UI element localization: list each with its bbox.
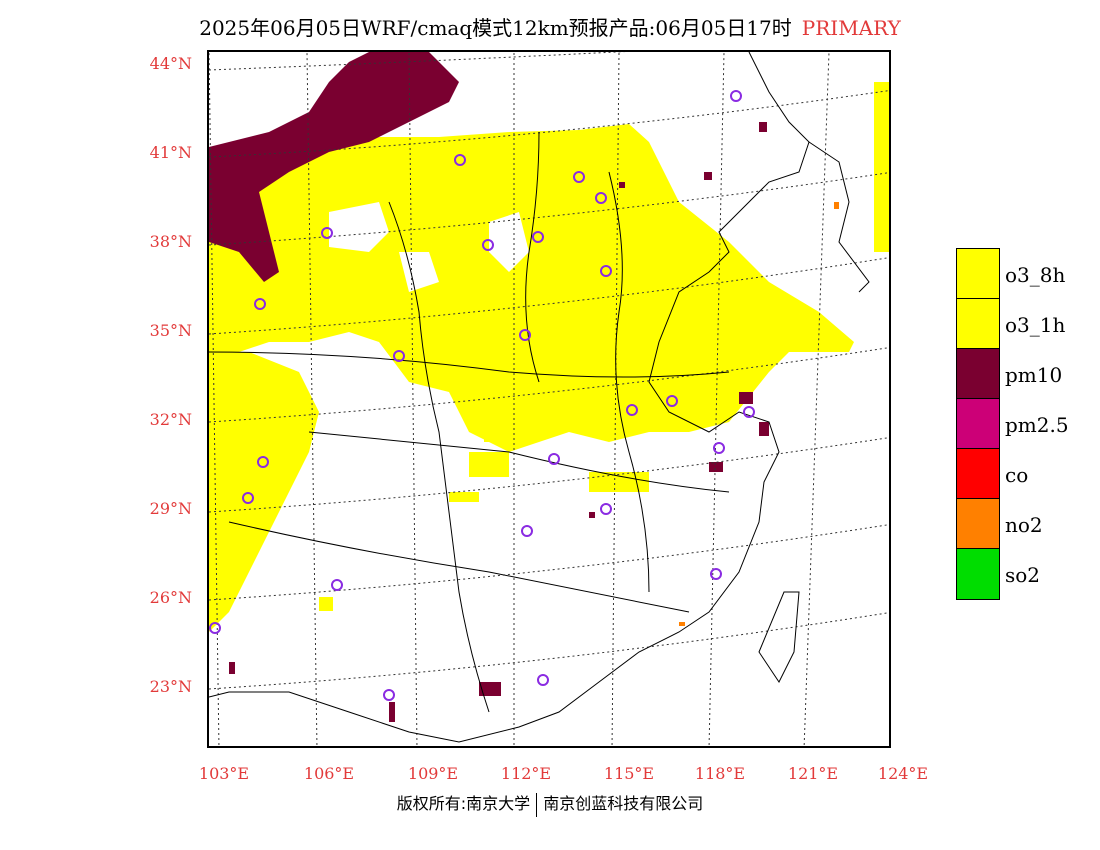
ozone-region-west	[209, 352, 319, 632]
pm10-cell-7	[389, 702, 395, 722]
pm10-cell-1	[704, 172, 712, 180]
legend-label: so2	[1005, 563, 1041, 587]
lat-label-44: 44°N	[149, 54, 192, 73]
legend-label: co	[1005, 463, 1029, 487]
legend-item-pm25: pm2.5	[957, 399, 1069, 449]
pm10-region-northwest	[209, 52, 459, 282]
lat-gridlines	[209, 52, 889, 690]
lat-label-23: 23°N	[149, 677, 192, 696]
legend-swatch	[957, 399, 999, 448]
pm10-cell-5	[759, 422, 769, 436]
ozone-patch-2	[589, 472, 649, 492]
legend-item-o3-1h: o3_1h	[957, 299, 1065, 349]
map-title: 2025年06月05日WRF/cmaq模式12km预报产品:06月05日17时 P…	[0, 12, 1100, 41]
map-panel	[207, 50, 891, 748]
lon-label-124: 124°E	[877, 764, 929, 783]
footer-separator	[536, 792, 538, 817]
lon-label-103: 103°E	[198, 764, 250, 783]
lon-label-121: 121°E	[787, 764, 839, 783]
footer-left: 版权所有:南京大学	[396, 794, 531, 813]
pm10-cell-10	[229, 662, 235, 674]
footer-right: 南京创蓝科技有限公司	[543, 794, 704, 813]
lat-label-38: 38°N	[149, 232, 192, 251]
no2-cell-1	[834, 202, 839, 209]
lat-label-41: 41°N	[149, 143, 192, 162]
station-markers	[209, 90, 755, 701]
copyright-footer: 版权所有:南京大学 南京创蓝科技有限公司	[0, 790, 1100, 817]
ozone-patch-1	[449, 492, 479, 502]
legend-item-no2: no2	[957, 499, 1043, 549]
pm10-cell-2	[619, 182, 625, 188]
title-tag: PRIMARY	[801, 16, 901, 40]
lat-label-26: 26°N	[149, 588, 192, 607]
legend-swatch	[957, 249, 999, 298]
boundaries	[209, 52, 870, 743]
legend-swatch	[957, 499, 999, 548]
legend-item-o3-8h: o3_8h	[957, 249, 1065, 299]
lat-label-35: 35°N	[149, 321, 192, 340]
no2-cell-2	[679, 622, 685, 626]
ozone-patch-7	[874, 82, 889, 252]
legend-swatch	[957, 449, 999, 498]
legend-swatch	[957, 549, 999, 599]
lat-label-32: 32°N	[149, 410, 192, 429]
legend-label: pm10	[1005, 363, 1063, 387]
lat-label-29: 29°N	[149, 499, 192, 518]
ozone-patch-3	[469, 452, 509, 477]
pm10-cell-6	[479, 682, 501, 696]
legend-label: no2	[1005, 513, 1043, 537]
title-main: 2025年06月05日WRF/cmaq模式12km预报产品:06月05日17时	[199, 16, 792, 40]
clear-hole-1	[329, 202, 389, 252]
ozone-patch-6	[319, 597, 333, 611]
legend-label: o3_8h	[1005, 263, 1066, 287]
ozone-patch-4	[484, 352, 496, 442]
legend-item-so2: so2	[957, 549, 1040, 599]
pm10-cell-3	[759, 122, 767, 132]
legend-item-co: co	[957, 449, 1028, 499]
legend-label: o3_1h	[1005, 313, 1066, 337]
legend-label: pm2.5	[1005, 413, 1069, 437]
pm10-cell-9	[709, 462, 723, 472]
pm10-cell-4	[739, 392, 753, 404]
pm10-cell-8	[589, 512, 595, 518]
lon-label-115: 115°E	[603, 764, 655, 783]
legend-swatch	[957, 349, 999, 398]
legend: o3_8h o3_1h pm10 pm2.5 co no2 so2	[956, 248, 1069, 600]
legend-swatch	[957, 299, 999, 348]
lon-label-106: 106°E	[303, 764, 355, 783]
lon-gridlines	[209, 52, 830, 746]
lon-label-109: 109°E	[407, 764, 459, 783]
lon-label-112: 112°E	[500, 764, 552, 783]
clear-hole-2	[489, 212, 529, 272]
lon-label-118: 118°E	[694, 764, 746, 783]
map-canvas	[209, 52, 889, 746]
legend-item-pm10: pm10	[957, 349, 1062, 399]
